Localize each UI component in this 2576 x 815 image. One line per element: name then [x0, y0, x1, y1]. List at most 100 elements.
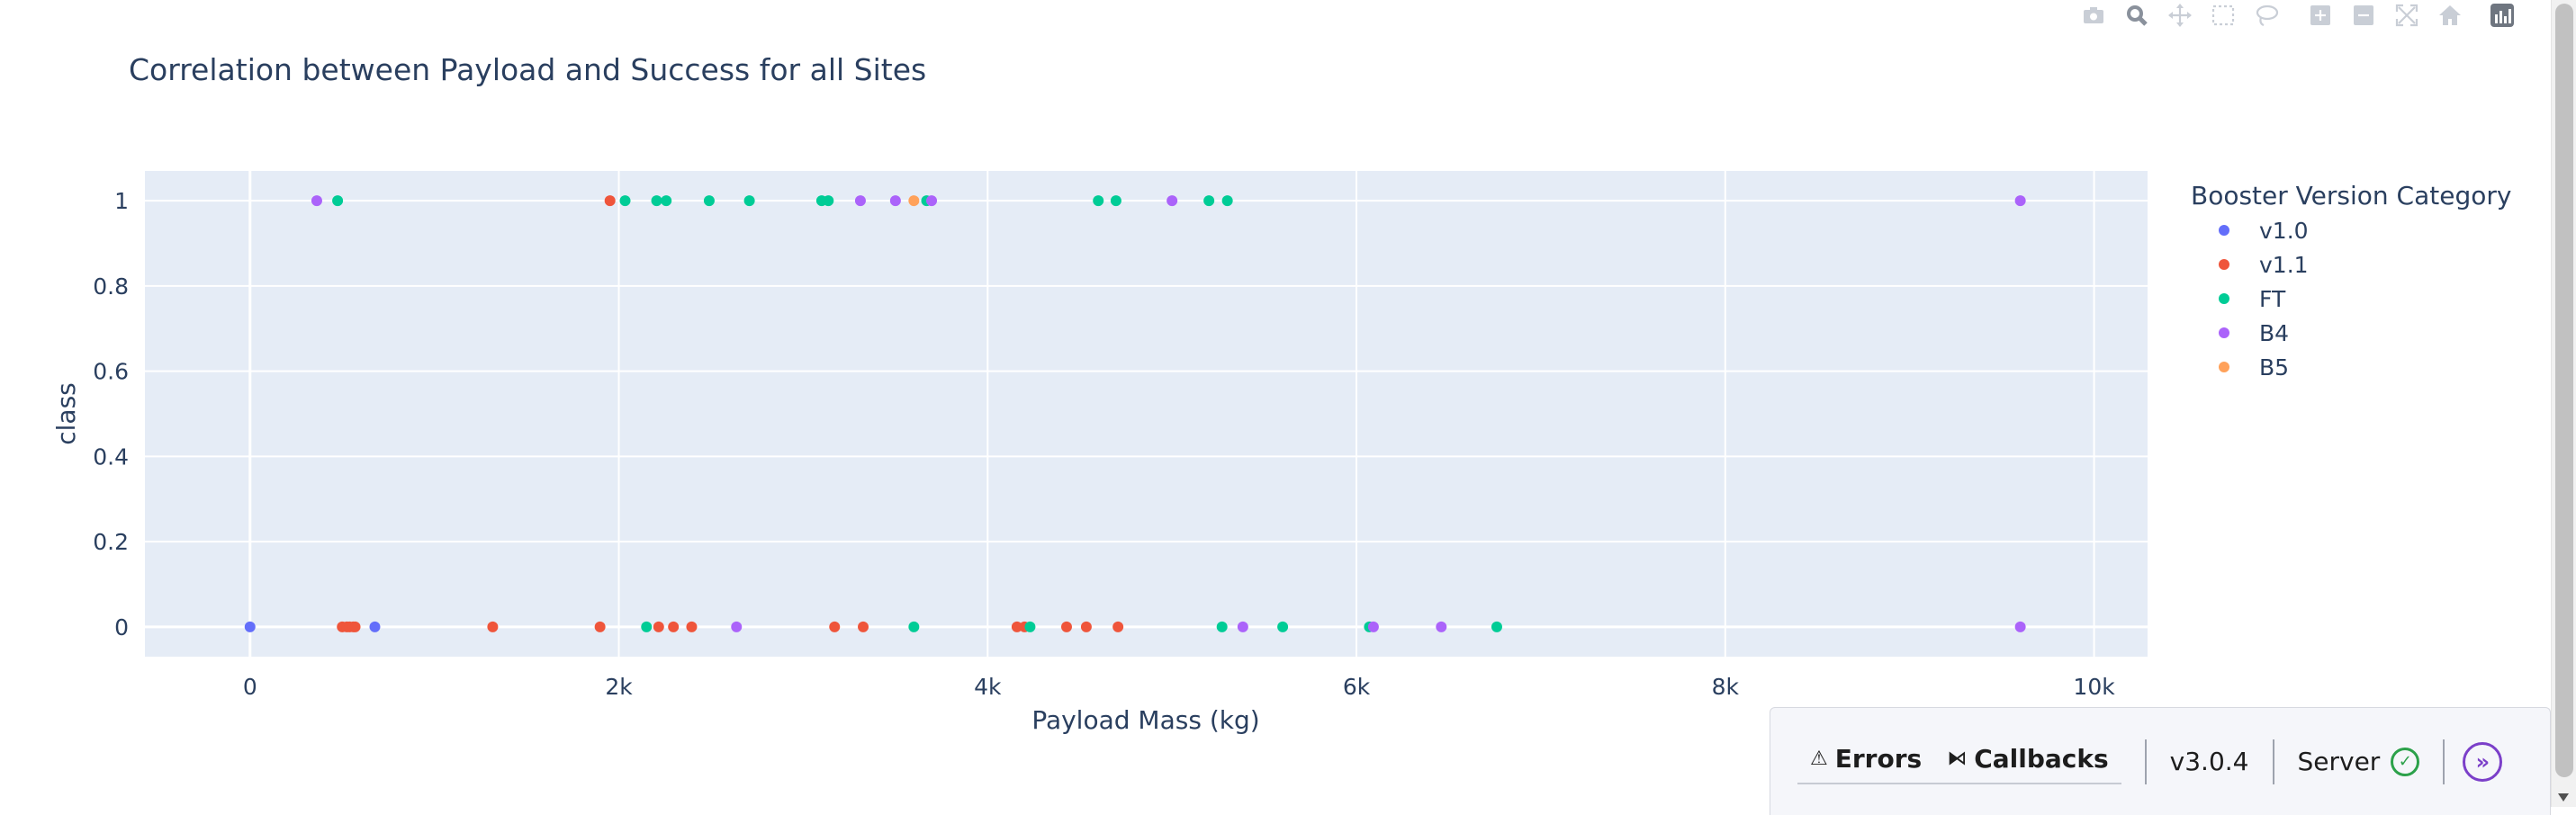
x-axis-label: Payload Mass (kg) [1031, 705, 1259, 735]
data-point[interactable] [332, 195, 344, 207]
scrollbar-thumb[interactable] [2555, 4, 2573, 777]
pan-button[interactable] [2160, 0, 2200, 31]
data-point[interactable] [619, 195, 631, 207]
data-point[interactable] [1436, 621, 1447, 632]
x-tick-label: 0 [243, 674, 257, 700]
box-select-button[interactable] [2203, 0, 2243, 31]
legend-marker [2219, 293, 2229, 304]
zoom-in-icon [2310, 5, 2330, 25]
panel-divider [2272, 739, 2274, 784]
data-point[interactable] [1221, 195, 1233, 207]
y-tick-label: 0.4 [93, 443, 129, 470]
series-v1-0[interactable] [244, 621, 381, 632]
legend-item[interactable]: B4 [2219, 320, 2289, 346]
series-v1-1[interactable] [337, 195, 1124, 632]
data-point[interactable] [661, 195, 672, 207]
data-point[interactable] [1216, 621, 1228, 632]
data-points[interactable] [244, 195, 2026, 632]
data-point[interactable] [686, 621, 698, 632]
legend-label: FT [2259, 286, 2286, 312]
zoom-out-button[interactable] [2344, 0, 2383, 31]
data-point[interactable] [823, 195, 834, 207]
legend-item[interactable]: v1.0 [2219, 218, 2309, 244]
data-point[interactable] [604, 195, 616, 207]
series-b5[interactable] [908, 195, 920, 207]
reset-axes-button[interactable] [2430, 0, 2470, 31]
zoom-button[interactable] [2117, 0, 2157, 31]
data-point[interactable] [854, 195, 866, 207]
download-plot-button[interactable] [2074, 0, 2113, 31]
data-point[interactable] [1093, 195, 1104, 207]
data-point[interactable] [1060, 621, 1072, 632]
legend-label: v1.1 [2259, 252, 2309, 278]
data-point[interactable] [1166, 195, 1178, 207]
reset-axes-icon [2439, 5, 2461, 25]
data-point[interactable] [1237, 621, 1248, 632]
data-point[interactable] [668, 621, 680, 632]
grid-lines [145, 171, 2148, 657]
data-point[interactable] [369, 621, 381, 632]
chart-title: Correlation between Payload and Success … [129, 52, 926, 87]
dash-version: v3.0.4 [2169, 747, 2249, 776]
errors-tab[interactable]: ⚠ Errors [1797, 744, 1935, 784]
x-tick-label: 8k [1712, 674, 1740, 700]
check-circle-icon: ✓ [2391, 747, 2420, 776]
legend-label: B4 [2259, 320, 2289, 346]
data-point[interactable] [908, 195, 920, 207]
data-point[interactable] [1491, 621, 1502, 632]
data-point[interactable] [1112, 621, 1124, 632]
autoscale-icon [2395, 4, 2418, 27]
data-point[interactable] [311, 195, 322, 207]
data-point[interactable] [1110, 195, 1121, 207]
data-point[interactable] [244, 621, 256, 632]
errors-label: Errors [1834, 744, 1923, 774]
autoscale-button[interactable] [2387, 0, 2427, 31]
plotly-logo-link[interactable] [2482, 0, 2522, 31]
lasso-icon [2256, 4, 2279, 27]
legend-title: Booster Version Category [2191, 181, 2511, 210]
x-tick-label: 6k [1343, 674, 1371, 700]
plot-area[interactable] [145, 171, 2148, 657]
data-point[interactable] [1203, 195, 1215, 207]
data-point[interactable] [926, 195, 938, 207]
data-point[interactable] [743, 195, 755, 207]
legend-marker [2219, 362, 2229, 372]
data-point[interactable] [2014, 621, 2026, 632]
data-point[interactable] [487, 621, 499, 632]
server-status-label: Server [2297, 747, 2381, 776]
data-point[interactable] [651, 195, 662, 207]
data-point[interactable] [349, 621, 361, 632]
data-point[interactable] [829, 621, 841, 632]
dash-debug-panel: ⚠ Errors ⧑ Callbacks v3.0.4 Server ✓ » [1770, 707, 2551, 815]
data-point[interactable] [1080, 621, 1092, 632]
data-point[interactable] [594, 621, 606, 632]
data-point[interactable] [653, 621, 664, 632]
page-scrollbar[interactable] [2551, 0, 2576, 807]
data-point[interactable] [1024, 621, 1036, 632]
warning-icon: ⚠ [1810, 748, 1828, 770]
zoom-in-button[interactable] [2301, 0, 2340, 31]
series-b4[interactable] [311, 195, 2026, 632]
y-axis-label: class [51, 382, 81, 445]
legend-item[interactable]: FT [2219, 286, 2286, 312]
data-point[interactable] [731, 621, 743, 632]
data-point[interactable] [858, 621, 869, 632]
data-point[interactable] [1011, 621, 1022, 632]
data-point[interactable] [889, 195, 901, 207]
data-point[interactable] [1367, 621, 1379, 632]
data-point[interactable] [703, 195, 715, 207]
x-tick-label: 2k [605, 674, 633, 700]
data-point[interactable] [908, 621, 920, 632]
x-tick-label: 10k [2073, 674, 2115, 700]
data-point[interactable] [641, 621, 653, 632]
expand-panel-button[interactable]: » [2463, 741, 2503, 782]
scroll-down-arrow-icon[interactable] [2558, 793, 2569, 802]
legend-item[interactable]: v1.1 [2219, 252, 2309, 278]
legend-item[interactable]: B5 [2219, 354, 2289, 381]
data-point[interactable] [1277, 621, 1289, 632]
x-tick-label: 4k [974, 674, 1002, 700]
callbacks-tab[interactable]: ⧑ Callbacks [1934, 744, 2121, 784]
data-point[interactable] [2014, 195, 2026, 207]
lasso-select-button[interactable] [2247, 0, 2286, 31]
